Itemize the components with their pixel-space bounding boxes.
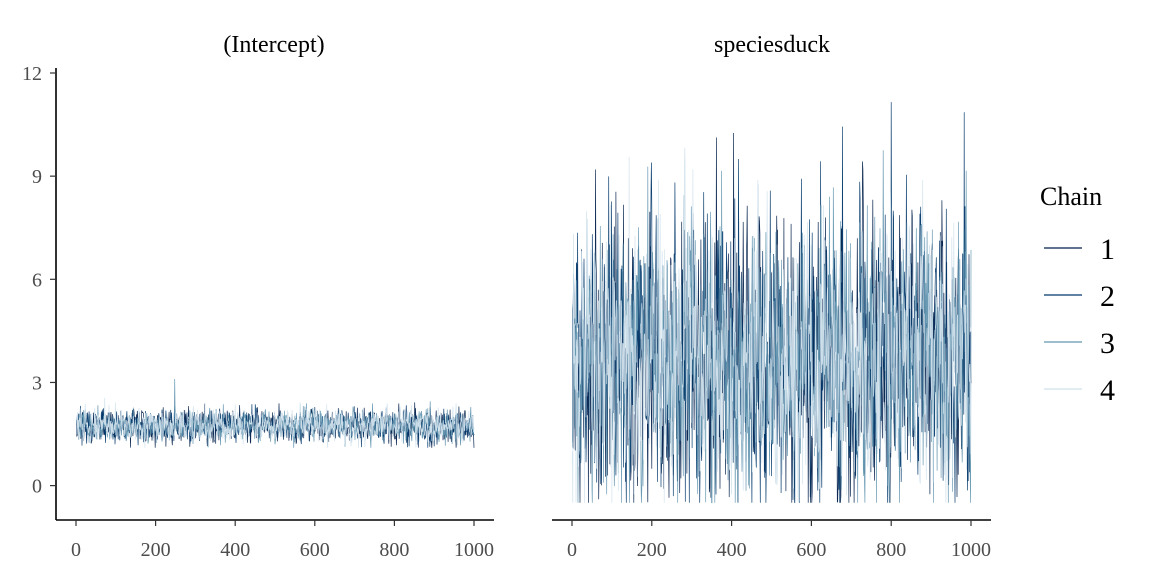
x-tick-label: 200: [141, 539, 171, 561]
trace-chain-3: [572, 150, 972, 504]
trace-chain-4: [76, 397, 475, 448]
x-tick-label: 800: [379, 539, 409, 561]
y-tick-label: 3: [32, 372, 42, 394]
panel-title-speciesduck: speciesduck: [714, 32, 830, 58]
panel-title-intercept: (Intercept): [223, 32, 324, 58]
y-tick-label: 9: [32, 166, 42, 188]
y-tick-label: 12: [22, 63, 42, 85]
traces-speciesduck: [572, 102, 972, 504]
x-tick-label: 800: [876, 539, 906, 561]
panel-speciesduck: speciesduck 0 200 400 600 800 1000: [552, 32, 991, 561]
traces-intercept: [76, 378, 475, 448]
y-tick-label: 0: [32, 476, 42, 498]
trace-chain-2: [76, 404, 475, 448]
x-tick-label: 400: [220, 539, 250, 561]
legend-label-chain-4: 4: [1100, 374, 1115, 407]
legend-label-chain-3: 3: [1100, 327, 1115, 360]
x-axis-ticks-intercept: 0 200 400 600 800 1000: [71, 520, 494, 561]
x-tick-label: 0: [71, 539, 81, 561]
legend-entries: 1 2 3 4: [1044, 233, 1115, 407]
x-tick-label: 0: [567, 539, 577, 561]
legend-label-chain-1: 1: [1100, 233, 1115, 266]
y-tick-label: 6: [32, 269, 42, 291]
trace-chain-4: [572, 147, 972, 503]
legend: Chain 1 2 3 4: [1040, 182, 1115, 407]
legend-label-chain-2: 2: [1100, 280, 1115, 313]
x-tick-label: 600: [300, 539, 330, 561]
trace-chain-3: [76, 378, 475, 448]
panel-intercept: (Intercept) 0 3 6 9 12 0 200 400 600 800 1000: [22, 32, 494, 561]
x-tick-label: 400: [717, 539, 747, 561]
x-tick-label: 1000: [454, 539, 494, 561]
legend-title: Chain: [1040, 182, 1102, 211]
y-axis-ticks: 0 3 6 9 12: [22, 63, 56, 498]
x-axis-ticks-speciesduck: 0 200 400 600 800 1000: [567, 520, 991, 561]
x-tick-label: 600: [796, 539, 826, 561]
x-tick-label: 1000: [951, 539, 991, 561]
x-tick-label: 200: [637, 539, 667, 561]
